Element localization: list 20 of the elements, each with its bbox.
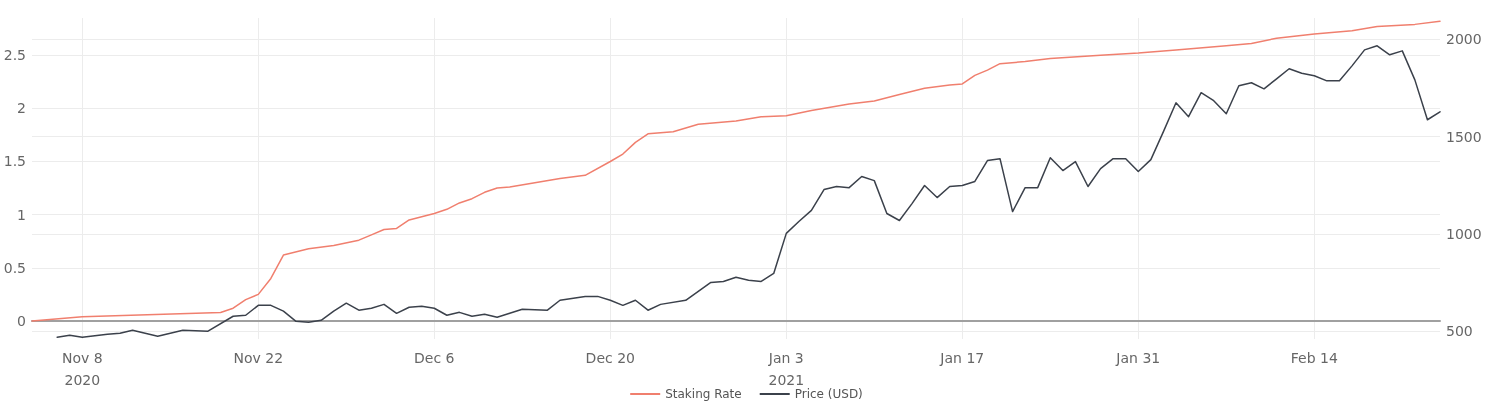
- x-tick-label: Feb 14: [1290, 350, 1338, 366]
- y-tick-label: 2.5: [3, 47, 26, 64]
- x-tick-label: Jan 31: [1115, 350, 1161, 366]
- y2-tick-label: 1500: [1446, 128, 1482, 145]
- y-tick-label: 1.5: [3, 153, 26, 170]
- y-tick-label: 1: [17, 206, 26, 223]
- y-tick-label: 2: [17, 100, 26, 117]
- x-tick-label: Jan 3 2021: [767, 350, 805, 388]
- legend-label: Price (USD): [794, 387, 863, 401]
- y2-tick-label: 500: [1446, 323, 1473, 340]
- y-tick-label: 0.5: [3, 259, 26, 276]
- y2-tick-label: 1000: [1446, 225, 1482, 242]
- x-tick-label: Dec 6: [414, 350, 455, 366]
- x-tick-label: Nov 22: [233, 350, 284, 366]
- x-tick-label: Dec 20: [585, 350, 635, 366]
- x-tick-label: Nov 8 2020: [61, 350, 103, 388]
- y2-tick-label: 2000: [1446, 31, 1482, 48]
- x-tick-label: Jan 17: [939, 350, 985, 366]
- legend-label: Staking Rate: [665, 387, 742, 401]
- y-tick-label: 0: [17, 312, 26, 329]
